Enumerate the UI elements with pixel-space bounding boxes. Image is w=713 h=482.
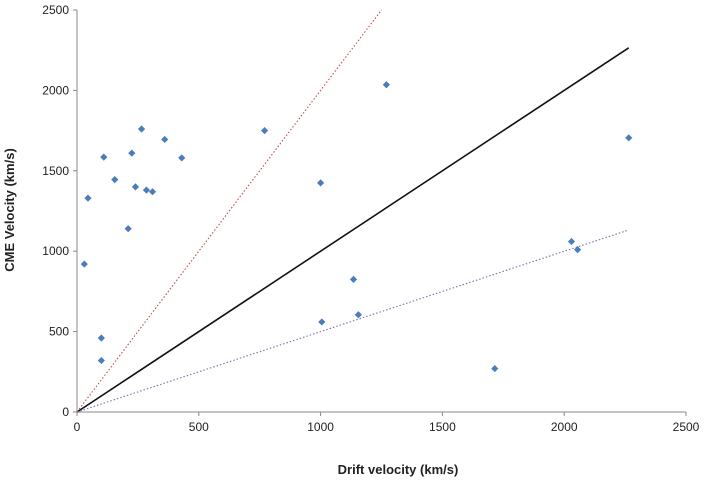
y-tick-label: 500 [49, 325, 69, 339]
data-point [124, 225, 132, 233]
data-point [349, 275, 358, 283]
x-tick-label: 1500 [429, 420, 456, 434]
data-point [382, 81, 390, 89]
y-tick-label: 2500 [42, 3, 69, 17]
data-point [80, 260, 88, 268]
y-tick-label: 0 [62, 405, 69, 419]
reference-lines [76, 9, 630, 413]
axes [73, 9, 687, 416]
y-axis-title: CME Velocity (km/s) [2, 148, 17, 272]
data-point [97, 334, 105, 342]
data-point [128, 149, 136, 157]
x-tick-label: 2000 [551, 420, 578, 434]
data-point [142, 186, 151, 194]
x-axis-title: Drift velocity (km/s) [338, 462, 459, 477]
data-point [161, 135, 169, 144]
data-points [80, 81, 633, 373]
data-point [491, 364, 499, 373]
x-tick-label: 0 [74, 420, 81, 434]
data-point [260, 127, 269, 135]
data-point [625, 134, 633, 142]
data-point [84, 194, 92, 202]
tick-labels: 0 500 1000 1500 2000 2500 0 500 1000 1500 2000 2500 [42, 3, 699, 434]
y-tick-label: 1000 [42, 244, 69, 258]
data-point [131, 183, 140, 191]
x-tick-label: 500 [189, 420, 209, 434]
reference-line-solid [76, 47, 630, 413]
reference-line-dotted [76, 9, 382, 413]
data-point [100, 153, 108, 161]
x-tick-label: 1000 [307, 420, 334, 434]
data-point [573, 245, 582, 254]
reference-line-dotted [76, 229, 629, 413]
data-point [317, 179, 325, 187]
x-tick-label: 2500 [673, 420, 700, 434]
data-point [111, 176, 119, 184]
data-point [148, 188, 157, 196]
data-point [178, 154, 186, 162]
data-point [318, 318, 326, 326]
data-point [97, 356, 105, 365]
data-point [137, 125, 146, 133]
data-point [567, 237, 576, 246]
data-point [354, 311, 362, 319]
y-tick-label: 1500 [42, 164, 69, 178]
y-tick-label: 2000 [42, 83, 69, 97]
